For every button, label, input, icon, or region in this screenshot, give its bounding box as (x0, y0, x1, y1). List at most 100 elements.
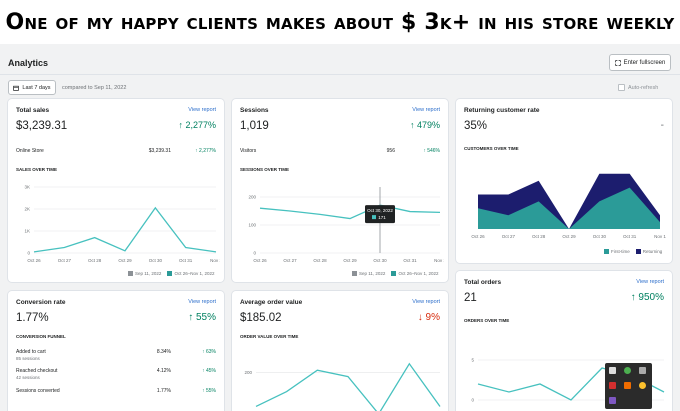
card-title: Conversion rate (16, 299, 66, 306)
legend-first: First-time (604, 249, 630, 255)
date-range-button[interactable]: Last 7 days (8, 80, 56, 95)
card-change: ↓ 9% (417, 312, 440, 323)
legend-prev-label: Sep 11, 2022 (359, 271, 386, 276)
card-value: $185.02 (240, 312, 282, 324)
funnel-label: CONVERSION FUNNEL (16, 334, 66, 339)
funnel-row-value: 4.12% (156, 368, 171, 374)
y-tick-label: 0 (471, 398, 474, 403)
series-line (33, 206, 217, 253)
x-tick-label: Nov 1 (434, 258, 444, 263)
funnel-row-sub: 42 sessions (16, 375, 40, 380)
app-icon[interactable] (624, 382, 631, 389)
total-sales-card: Total sales View report $3,239.31 ↑ 2,27… (8, 99, 224, 282)
legend-curr: Oct 26–Nov 1, 2022 (391, 271, 439, 277)
auto-refresh-toggle[interactable]: Auto-refresh (618, 84, 658, 91)
y-tick-label: 2K (24, 207, 30, 212)
usb-icon[interactable] (609, 367, 616, 374)
legend-returning-label: Returning (642, 249, 663, 254)
legend-prev-label: Sep 11, 2022 (135, 271, 162, 276)
funnel-row: Sessions converted 1.77% ↑ 55% (16, 388, 216, 398)
card-value: 21 (464, 292, 477, 304)
view-report-link[interactable]: View report (636, 279, 664, 285)
y-tick-label: 200 (244, 370, 252, 375)
legend-curr: Oct 26–Nov 1, 2022 (167, 271, 215, 277)
breakdown-row: Online Store $3,239.31 ↑ 2,277% (16, 148, 216, 158)
header: Analytics Enter fullscreen (0, 44, 680, 74)
banner-text: One of my happy clients makes about $ 3k… (5, 9, 675, 35)
card-change: - (660, 120, 664, 131)
sales-chart: 0 1K 2K 3K Oct 26 Oct 27 Oct 28 Oct 29 Oct 30 Oct… (24, 185, 220, 264)
chart-legend: Sep 11, 2022 Oct 26–Nov 1, 2022 (128, 271, 215, 277)
sessions-card: Sessions View report 1,019 ↑ 479% Visito… (232, 99, 448, 282)
x-tick-label: Oct 31 (403, 258, 417, 263)
row-label: Visitors (240, 148, 257, 154)
fullscreen-button[interactable]: Enter fullscreen (609, 54, 671, 71)
y-tick-label: 3K (24, 185, 30, 190)
stop-icon[interactable] (609, 382, 616, 389)
tooltip-swatch (372, 215, 376, 220)
legend-returning: Returning (635, 249, 663, 255)
x-tick-label: Oct 26 (471, 234, 485, 239)
conversion-card: Conversion rate View report 1.77% ↑ 55% … (8, 291, 224, 411)
x-tick-label: Oct 28 (532, 234, 546, 239)
view-report-link[interactable]: View report (412, 299, 440, 305)
funnel-row-value: 8.34% (156, 349, 171, 355)
card-title: Total sales (16, 107, 50, 114)
view-report-link[interactable]: View report (188, 299, 216, 305)
auto-refresh-label: Auto-refresh (628, 84, 659, 91)
card-title: Returning customer rate (464, 107, 540, 114)
row-value: $3,239.31 (148, 148, 171, 154)
network-icon[interactable] (639, 367, 646, 374)
funnel-row-change: ↑ 55% (202, 388, 216, 394)
x-tick-label: Oct 29 (343, 258, 357, 263)
view-report-link[interactable]: View report (412, 107, 440, 113)
legend-curr-label: Oct 26–Nov 1, 2022 (398, 271, 439, 276)
x-tick-label: Nov 1 (210, 258, 220, 263)
chart-section-label: ORDERS OVER TIME (464, 318, 510, 323)
x-tick-label: Oct 27 (58, 258, 72, 263)
legend-prev: Sep 11, 2022 (352, 271, 386, 277)
breakdown-row: Visitors 956 ↑ 546% (240, 148, 440, 158)
x-tick-label: Oct 27 (283, 258, 297, 263)
returning-customer-card: Returning customer rate 35% - CUSTOMERS … (456, 99, 672, 263)
first-time-area (478, 187, 660, 229)
series-line (259, 204, 441, 220)
card-title: Sessions (240, 107, 269, 114)
legend-curr-label: Oct 26–Nov 1, 2022 (174, 271, 215, 276)
chart-section-label: SALES OVER TIME (16, 167, 58, 172)
chart-section-label: CUSTOMERS OVER TIME (464, 146, 519, 151)
y-tick-label: 100 (248, 223, 256, 228)
color-icon[interactable] (639, 382, 646, 389)
funnel-row-label: Sessions converted (16, 388, 60, 394)
x-tick-label: Oct 30 (373, 258, 387, 263)
funnel-row-value: 1.77% (156, 388, 171, 394)
legend-prev: Sep 11, 2022 (128, 271, 162, 277)
view-report-link[interactable]: View report (188, 107, 216, 113)
row-change: ↑ 2,277% (195, 148, 216, 154)
card-change: ↑ 2,277% (178, 120, 216, 130)
auto-refresh-checkbox[interactable] (618, 84, 625, 91)
card-value: $3,239.31 (16, 120, 68, 132)
x-tick-label: Oct 29 (118, 258, 132, 263)
calendar-icon (13, 85, 20, 91)
chart-legend: First-time Returning (604, 249, 663, 255)
expand-icon (614, 59, 621, 66)
row-change: ↑ 546% (423, 148, 440, 154)
card-value: 35% (464, 120, 488, 132)
fullscreen-label: Enter fullscreen (623, 59, 666, 66)
card-change: ↑ 55% (188, 312, 216, 323)
tooltip-value: 171 (378, 215, 386, 220)
card-title: Average order value (240, 299, 303, 306)
x-tick-label: Oct 26 (27, 258, 41, 263)
funnel-row: Added to cart 85 sessions 8.34% ↑ 63% (16, 349, 216, 361)
x-tick-label: Oct 26 (253, 258, 267, 263)
chart-section-label: ORDER VALUE OVER TIME (240, 334, 299, 339)
chrome-icon[interactable] (624, 367, 631, 374)
pen-icon[interactable] (609, 397, 616, 404)
y-tick-label: 200 (248, 195, 256, 200)
funnel-row-change: ↑ 63% (202, 349, 216, 355)
y-tick-label: 0 (253, 251, 256, 256)
x-tick-label: Oct 29 (562, 234, 576, 239)
legend-first-label: First-time (611, 249, 630, 254)
